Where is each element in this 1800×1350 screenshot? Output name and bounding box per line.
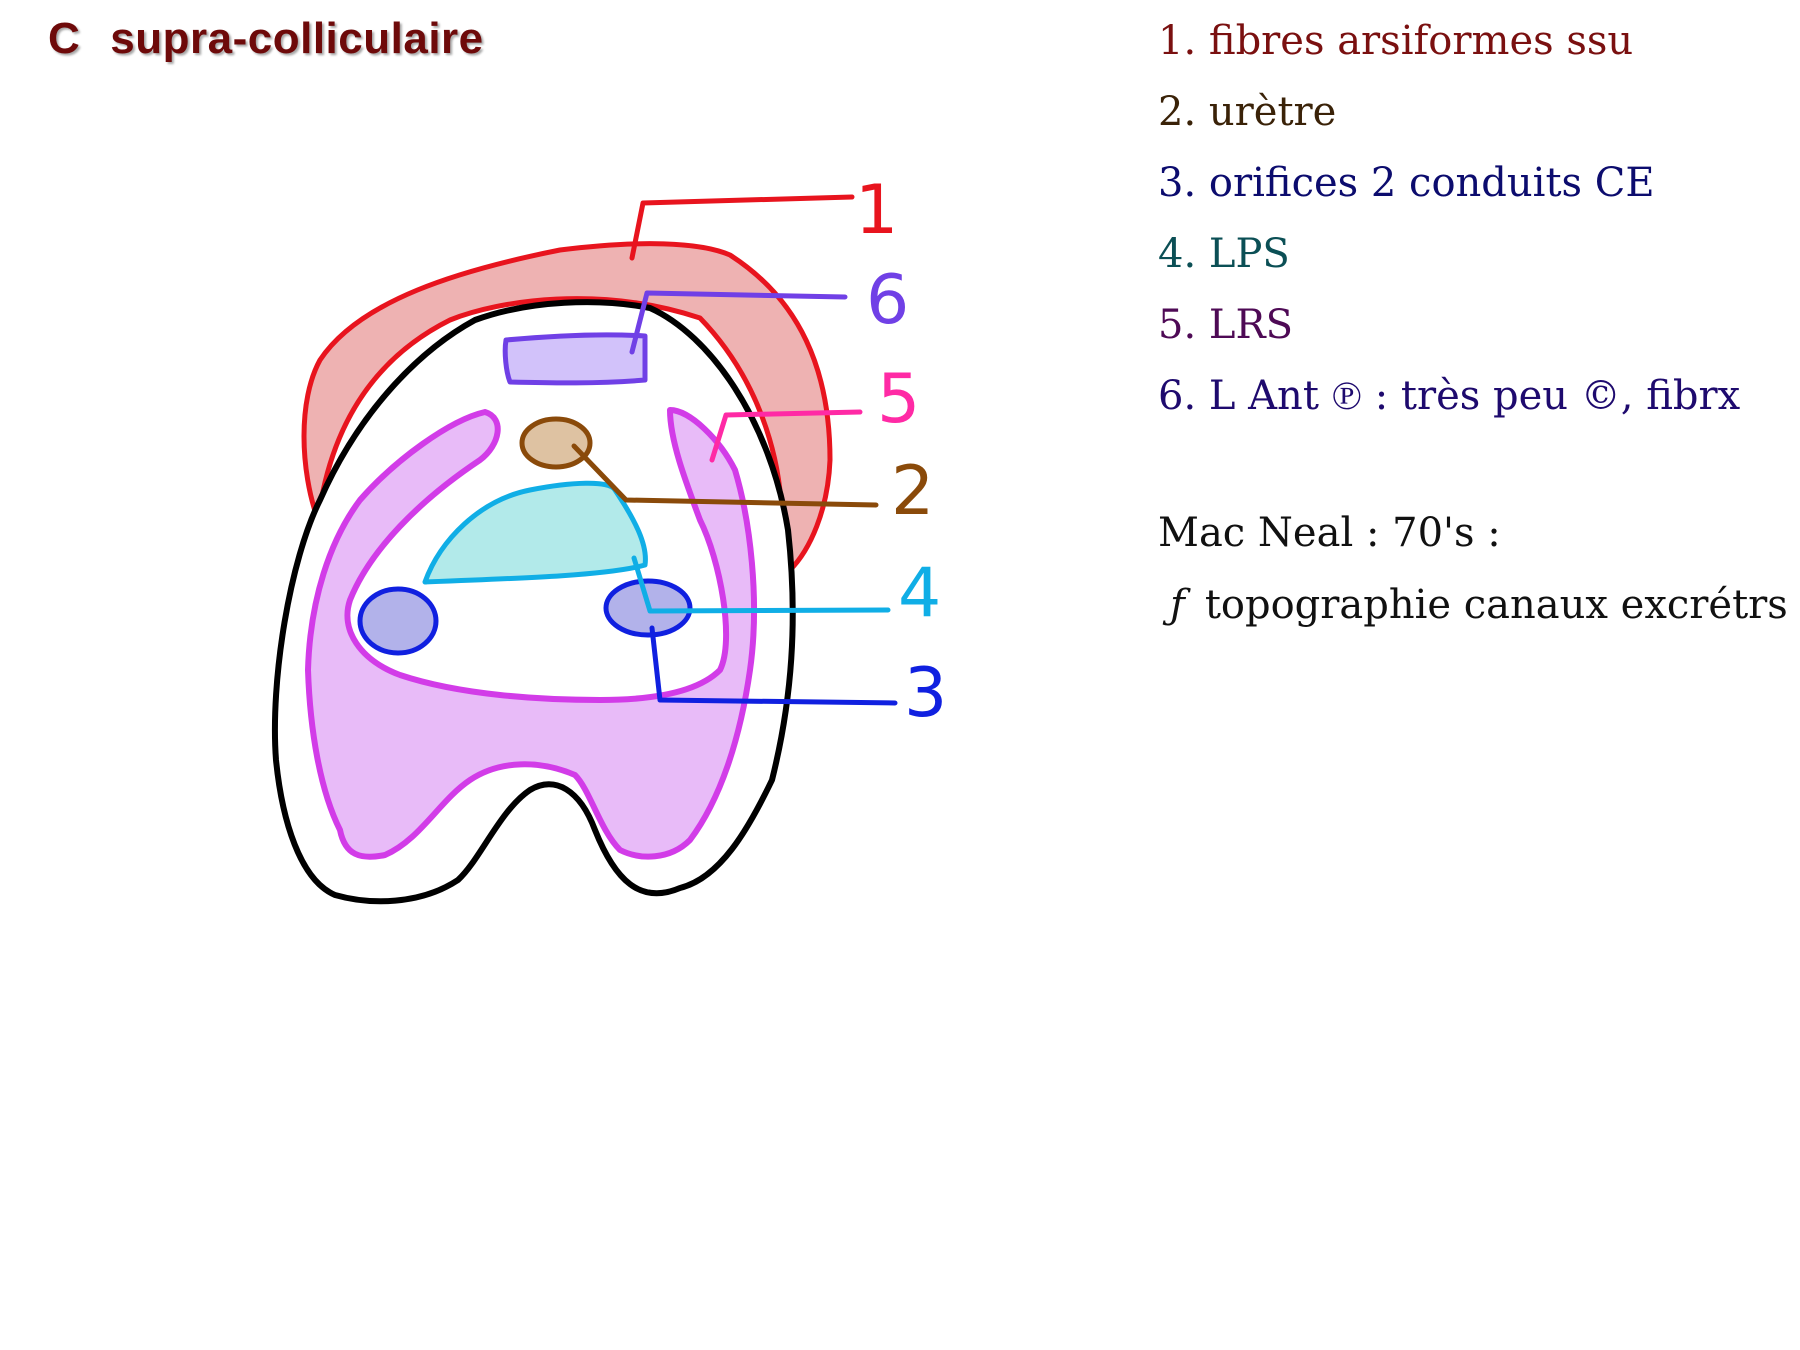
urethra <box>519 416 593 470</box>
leader-line-5 <box>709 409 863 463</box>
note-line-2-text: topographie canaux excrétrs <box>1204 582 1788 628</box>
anterior-layer-rect <box>502 332 648 386</box>
legend-number: 3. <box>1158 160 1197 206</box>
note-line-1: Mac Neal : 70's : <box>1158 510 1501 556</box>
callout-number-3: 3 <box>904 654 947 733</box>
orifice-left <box>357 586 439 656</box>
prostate-cross-section-diagram: 1 6 5 2 4 3 <box>271 171 947 905</box>
callout-number-2: 2 <box>891 452 934 531</box>
callout-number-1: 1 <box>855 171 898 250</box>
legend-number: 5. <box>1158 302 1197 348</box>
callout-number-4: 4 <box>898 554 941 633</box>
legend-item-3: 3. orifices 2 conduits CE <box>1158 152 1798 223</box>
legend-label: LRS <box>1208 302 1293 348</box>
title-letter: C <box>48 14 81 63</box>
legend-item-1: 1. fibres arsiformes ssu <box>1158 10 1798 81</box>
leader-line-1 <box>629 194 855 261</box>
legend-label: L Ant ℗ : très peu ©, fibrx <box>1208 373 1741 419</box>
legend-item-5: 5. LRS <box>1158 294 1798 365</box>
legend-label: fibres arsiformes ssu <box>1208 18 1634 64</box>
callout-number-6: 6 <box>866 261 909 340</box>
leader-line-4 <box>631 555 891 614</box>
legend-label: urètre <box>1208 89 1337 135</box>
note-line-2: ƒ topographie canaux excrétrs <box>1158 582 1788 628</box>
legend-number: 4. <box>1158 231 1197 277</box>
legend-item-2: 2. urètre <box>1158 81 1798 152</box>
lrs-region <box>305 407 758 860</box>
legend: 1. fibres arsiformes ssu 2. urètre 3. or… <box>1158 10 1798 436</box>
function-symbol: ƒ <box>1170 582 1185 628</box>
leader-line-6 <box>629 290 848 355</box>
legend-item-4: 4. LPS <box>1158 223 1798 294</box>
legend-item-6: 6. L Ant ℗ : très peu ©, fibrx <box>1158 365 1798 436</box>
fibres-arsiformes-region <box>301 241 833 573</box>
callout-number-5: 5 <box>877 360 920 439</box>
legend-label: orifices 2 conduits CE <box>1208 160 1655 206</box>
leader-line-3 <box>649 625 898 706</box>
legend-label: LPS <box>1208 231 1290 277</box>
leader-line-2 <box>571 443 879 508</box>
legend-number: 6. <box>1158 373 1197 419</box>
legend-number: 1. <box>1158 18 1197 64</box>
title-text: supra-colliculaire <box>110 14 484 63</box>
legend-number: 2. <box>1158 89 1197 135</box>
